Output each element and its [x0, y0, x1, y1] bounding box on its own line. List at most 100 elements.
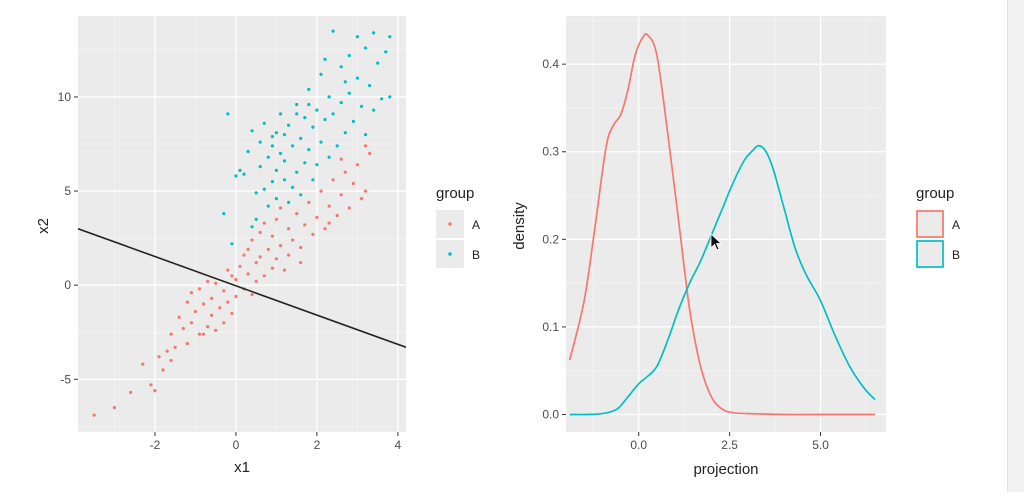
scatter-point-b: [311, 125, 315, 129]
scatter-point-a: [185, 341, 189, 346]
density-legend-key-b: [916, 240, 944, 268]
scatter-point-a: [242, 253, 246, 257]
scatter-point-b: [287, 200, 291, 204]
scatter-point-a: [214, 281, 218, 285]
scatter-point-a: [270, 266, 274, 270]
scatter-point-b: [343, 131, 347, 135]
scatter-point-b: [258, 165, 262, 169]
scatter-point-b: [343, 80, 347, 84]
scatter-point-b: [331, 112, 335, 116]
scatter-point-a: [250, 293, 254, 297]
y-tick-label: 0: [64, 278, 71, 292]
scatter-point-b: [295, 112, 299, 116]
scatter-point-a: [258, 255, 262, 259]
scatter-point-a: [218, 306, 222, 310]
scatter-point-a: [234, 294, 238, 299]
scatter-point-a: [363, 189, 368, 193]
scatter-point-b: [250, 225, 254, 229]
y-tick-label: 5: [64, 184, 71, 198]
scatter-point-b: [303, 116, 307, 120]
scatter-point-a: [299, 261, 303, 265]
scatter-point-b: [270, 134, 274, 139]
x-tick-label: 0: [233, 438, 240, 452]
scatter-point-b: [315, 163, 319, 167]
scatter-point-b: [368, 84, 372, 88]
scatter-point-a: [165, 349, 169, 353]
scatter-point-b: [291, 144, 295, 148]
scatter-point-b: [372, 31, 376, 35]
scatter-point-a: [351, 181, 355, 186]
scatter-point-a: [92, 413, 96, 417]
scatter-point-b: [250, 129, 254, 133]
density-panel: 0.0 2.5 5.0 0.0 0.1 0.2 0.3 0.4 projection den…: [511, 16, 960, 478]
scatter-point-b: [388, 35, 392, 39]
scatter-point-b: [376, 61, 380, 65]
scatter-point-a: [149, 383, 153, 387]
scatter-point-b: [335, 144, 339, 148]
scatter-point-b: [262, 187, 266, 191]
scatter-point-b: [282, 159, 287, 163]
y-tick-label: 10: [58, 90, 72, 104]
scatter-point-b: [347, 91, 351, 95]
scatter-major-gridlines: [78, 16, 406, 432]
scatter-point-b: [388, 95, 392, 99]
scatter-point-a: [274, 257, 278, 261]
scatter-point-b: [327, 155, 331, 159]
scatter-point-a: [185, 300, 189, 304]
y-tick-label: 0.1: [542, 320, 559, 334]
scatter-point-a: [335, 213, 339, 218]
scatter-point-b: [351, 119, 355, 123]
x-tick-label: 2.5: [721, 438, 738, 452]
scatter-point-a: [193, 309, 197, 314]
scatter-point-b: [270, 180, 274, 184]
scatter-point-b: [295, 102, 299, 107]
scatter-point-a: [112, 405, 116, 410]
scatter-point-b: [307, 148, 311, 152]
scatter-point-a: [311, 232, 315, 236]
scatter-legend-dot-b: [448, 252, 452, 256]
scatter-point-a: [278, 244, 283, 248]
scatter-point-b: [303, 161, 307, 165]
density-x-ticks: 0.0 2.5 5.0: [630, 432, 829, 452]
scatter-point-b: [282, 133, 287, 137]
scatter-point-b: [339, 101, 343, 105]
y-tick-label: 0.3: [542, 145, 559, 159]
density-minor-gridlines: [566, 16, 886, 432]
scatter-point-a: [307, 200, 311, 204]
scatter-point-b: [355, 35, 359, 39]
scatter-point-a: [347, 206, 351, 210]
x-tick-label: 0.0: [630, 438, 647, 452]
scatter-point-a: [287, 253, 291, 257]
scatter-point-b: [278, 151, 283, 155]
scatter-point-a: [363, 144, 368, 148]
scatter-point-a: [153, 389, 157, 393]
scatter-point-a: [246, 272, 250, 276]
scatter-point-a: [226, 268, 230, 272]
scatter-point-a: [173, 345, 177, 349]
scatter-point-a: [327, 204, 331, 208]
scatter-point-b: [222, 212, 226, 216]
scatter-point-a: [343, 170, 347, 174]
scatter-point-a: [197, 287, 202, 291]
density-y-ticks: 0.0 0.1 0.2 0.3 0.4: [542, 57, 566, 421]
scatter-point-b: [315, 108, 319, 112]
scatter-point-a: [368, 151, 372, 155]
scatter-point-a: [206, 325, 210, 329]
scatter-point-a: [262, 274, 266, 278]
scatter-point-a: [299, 245, 303, 250]
scatter-point-a: [161, 368, 165, 372]
scatter-point-b: [226, 112, 230, 116]
scatter-legend-title: group: [436, 185, 474, 202]
scatter-y-axis-title: x2: [35, 218, 52, 234]
scatter-point-a: [189, 291, 193, 295]
x-tick-label: 2: [314, 438, 321, 452]
scatter-point-b: [319, 140, 323, 144]
scatter-point-a: [254, 279, 258, 283]
scatter-point-a: [169, 358, 173, 363]
scatter-point-b: [355, 76, 359, 80]
x-tick-label: 5.0: [812, 438, 829, 452]
y-tick-label: 0.2: [542, 232, 559, 246]
scatter-point-a: [157, 355, 161, 359]
scatter-point-b: [307, 87, 311, 91]
